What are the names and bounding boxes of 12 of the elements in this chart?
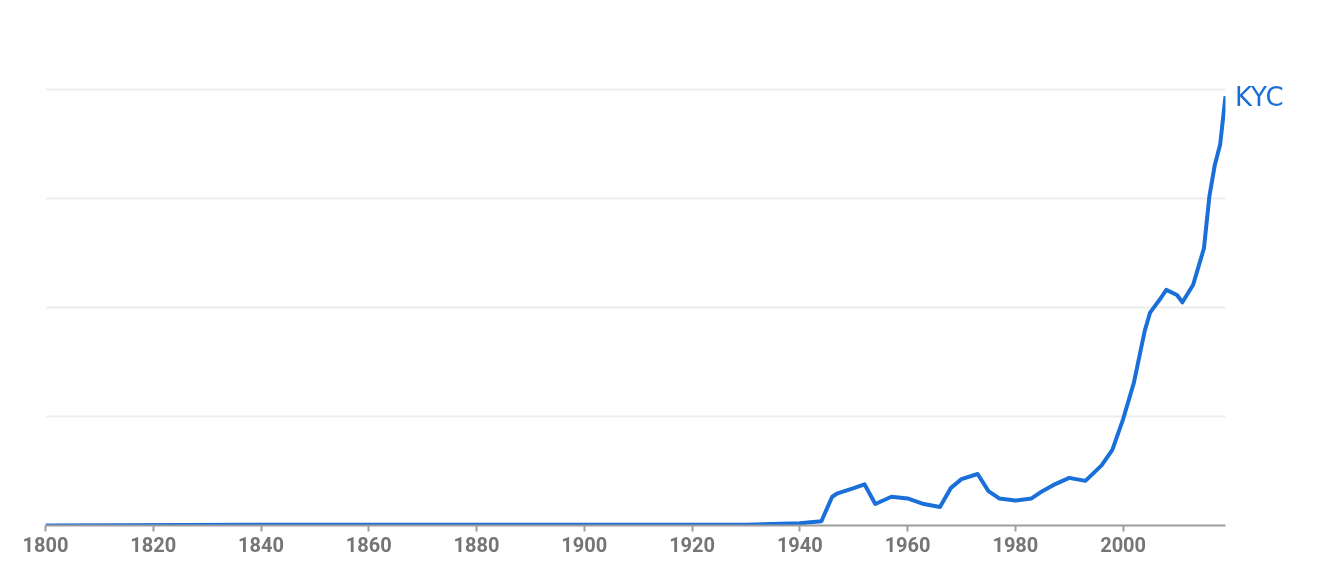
series-label: KYC [1235,81,1284,114]
x-tick-label: 1820 [130,532,177,557]
x-tick-label: 1840 [238,532,284,557]
x-tick-label: 1900 [561,532,608,557]
x-tick-label: 2000 [1100,532,1147,557]
x-tick-label: 1920 [669,532,716,557]
x-tick-label: 1800 [22,532,69,557]
x-tick-label: 1940 [776,532,823,557]
x-tick-label: 1880 [453,532,500,557]
x-tick-label: 1980 [992,532,1039,557]
x-tick-label: 1960 [884,532,931,557]
x-tick-label: 1860 [345,532,392,557]
